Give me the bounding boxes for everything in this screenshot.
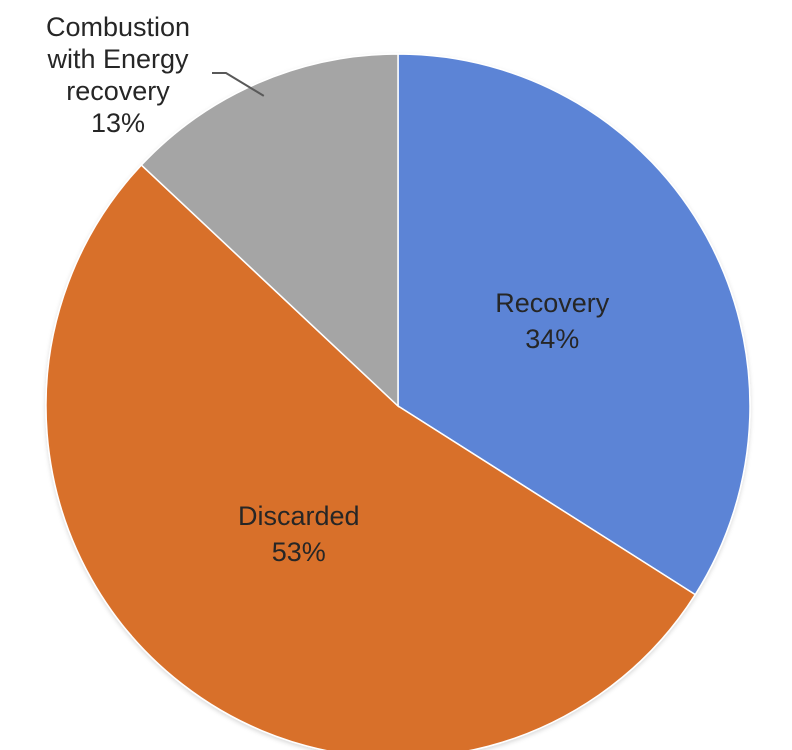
data-label-combustion-with-energy-recovery: Combustion with Energy recovery 13% — [46, 12, 190, 138]
data-label-line: 13% — [91, 108, 145, 138]
data-label-line: Discarded — [238, 501, 360, 531]
data-label-line: with Energy — [46, 44, 189, 74]
pie-slice-discarded — [45, 163, 697, 750]
data-label-discarded: Discarded 53% — [238, 501, 360, 567]
leader-line-combustion-with-energy-recovery — [212, 72, 265, 97]
pie-slice-recovery — [397, 53, 751, 596]
leader-lines — [212, 72, 265, 97]
data-label-recovery: Recovery 34% — [495, 288, 610, 354]
data-label-line: Combustion — [46, 12, 190, 42]
data-label-line: Recovery — [495, 288, 610, 318]
data-label-line: recovery — [66, 76, 170, 106]
data-label-line: 53% — [272, 537, 326, 567]
data-labels: Recovery 34% Discarded 53% Combustion with En… — [46, 12, 610, 567]
data-label-line: 34% — [525, 324, 579, 354]
pie-slice-combustion-with-energy-recovery — [140, 53, 399, 408]
pie-slices — [45, 53, 751, 750]
